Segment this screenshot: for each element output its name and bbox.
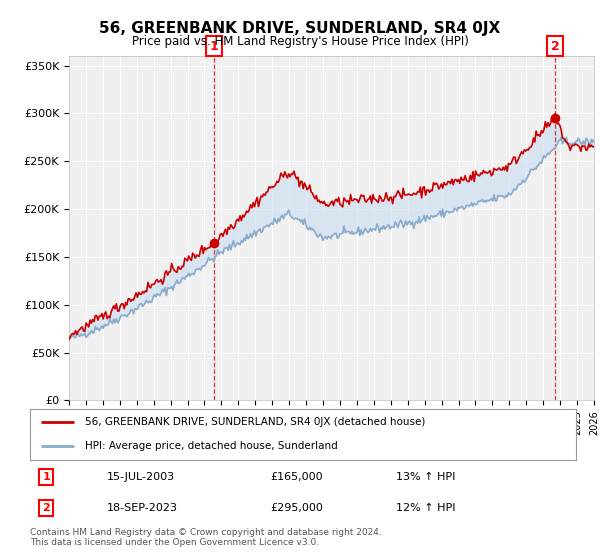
Text: HPI: Average price, detached house, Sunderland: HPI: Average price, detached house, Sund… bbox=[85, 441, 337, 451]
Text: £295,000: £295,000 bbox=[270, 503, 323, 513]
Text: 15-JUL-2003: 15-JUL-2003 bbox=[106, 472, 175, 482]
Text: 18-SEP-2023: 18-SEP-2023 bbox=[106, 503, 178, 513]
Text: 2: 2 bbox=[551, 40, 560, 53]
Text: 1: 1 bbox=[209, 40, 218, 53]
Text: Price paid vs. HM Land Registry's House Price Index (HPI): Price paid vs. HM Land Registry's House … bbox=[131, 35, 469, 48]
Text: 1: 1 bbox=[43, 472, 50, 482]
Text: 56, GREENBANK DRIVE, SUNDERLAND, SR4 0JX: 56, GREENBANK DRIVE, SUNDERLAND, SR4 0JX bbox=[100, 21, 500, 36]
Text: 13% ↑ HPI: 13% ↑ HPI bbox=[396, 472, 455, 482]
Text: 56, GREENBANK DRIVE, SUNDERLAND, SR4 0JX (detached house): 56, GREENBANK DRIVE, SUNDERLAND, SR4 0JX… bbox=[85, 417, 425, 427]
Text: 2: 2 bbox=[43, 503, 50, 513]
Text: Contains HM Land Registry data © Crown copyright and database right 2024.
This d: Contains HM Land Registry data © Crown c… bbox=[30, 528, 382, 547]
Text: £165,000: £165,000 bbox=[270, 472, 323, 482]
Text: 12% ↑ HPI: 12% ↑ HPI bbox=[396, 503, 455, 513]
